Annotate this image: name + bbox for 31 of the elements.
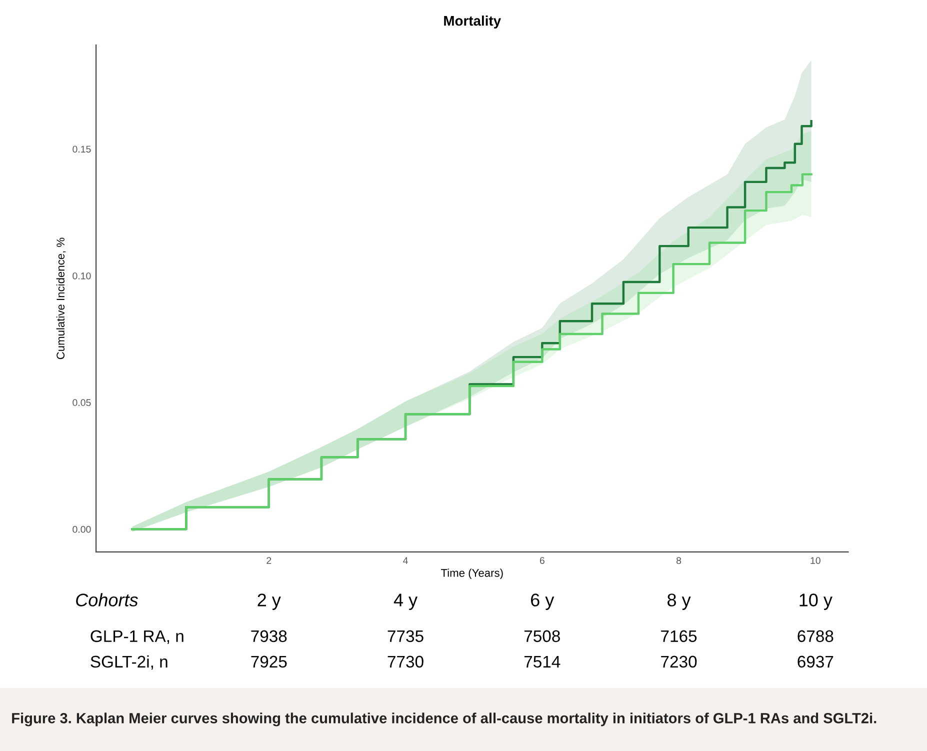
x-tick-label: 10 — [810, 557, 820, 564]
y-tick-label: 0.15 — [72, 146, 91, 153]
text: 7925 — [251, 656, 287, 668]
text: 7735 — [388, 630, 424, 642]
x-tick-label: 8 — [676, 557, 682, 564]
y-tick-label: 0.00 — [72, 526, 91, 533]
text: 7514 — [524, 656, 560, 668]
text: 4 y — [394, 594, 418, 610]
x-tick-label: 4 — [403, 557, 408, 564]
y-tick-label: 0.10 — [72, 272, 91, 280]
text: SGLT-2i, n — [90, 655, 168, 670]
text: 7165 — [661, 630, 697, 642]
x-tick-label: 6 — [540, 557, 544, 564]
text: 7508 — [524, 630, 560, 642]
text: 10 y — [800, 594, 832, 610]
text: 7230 — [661, 656, 697, 668]
text: 6 y — [531, 594, 554, 610]
x-axis-title: Time (Years) — [440, 568, 503, 580]
x-tick-label: 2 — [266, 557, 272, 564]
text: 7938 — [251, 630, 287, 642]
text: 6937 — [798, 656, 834, 668]
text: Cohorts — [76, 593, 138, 606]
text: GLP-1 RA, n — [90, 630, 184, 644]
y-axis-title: Cumulative Incidence, % — [56, 238, 66, 360]
text: 6788 — [798, 630, 834, 642]
y-tick-label: 0.05 — [72, 399, 91, 406]
chart-title: Mortality — [444, 16, 501, 28]
text: 7730 — [388, 656, 424, 668]
text: 8 y — [668, 594, 691, 610]
caption: Figure 3. Kaplan Meier curves showing the cumulative incidence of all-cause mortality in initiators of GLP-1 RAs and SGLT2i. — [12, 712, 876, 726]
text: 2 y — [258, 594, 281, 610]
